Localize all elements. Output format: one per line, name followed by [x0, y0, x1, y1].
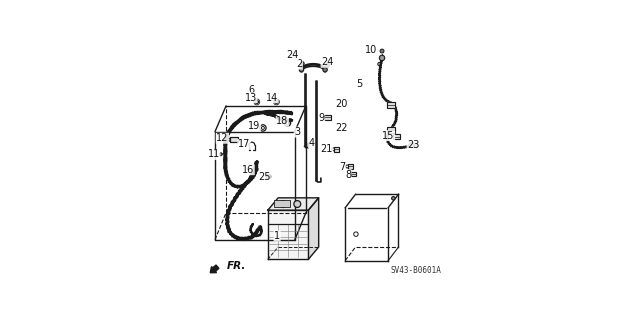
Circle shape	[380, 55, 385, 61]
Text: 15: 15	[382, 130, 395, 141]
Circle shape	[409, 143, 414, 148]
Polygon shape	[394, 134, 400, 139]
Text: 11: 11	[207, 150, 220, 160]
Text: 8: 8	[345, 170, 351, 180]
Text: 24: 24	[286, 50, 298, 60]
Text: 7: 7	[339, 162, 346, 172]
Polygon shape	[308, 198, 319, 259]
Circle shape	[300, 62, 304, 65]
Bar	[230, 137, 238, 142]
Polygon shape	[268, 210, 308, 259]
Polygon shape	[324, 115, 331, 120]
Text: 20: 20	[335, 99, 348, 108]
Polygon shape	[334, 147, 339, 152]
Text: 19: 19	[248, 121, 260, 131]
Text: 6: 6	[248, 85, 255, 95]
Circle shape	[294, 201, 301, 207]
Text: 13: 13	[244, 93, 257, 103]
Circle shape	[380, 49, 384, 53]
Bar	[348, 164, 353, 169]
Bar	[230, 137, 238, 142]
Bar	[387, 127, 395, 133]
Text: 14: 14	[266, 93, 278, 103]
FancyArrow shape	[211, 265, 219, 273]
Circle shape	[255, 100, 259, 104]
Text: 18: 18	[276, 116, 289, 126]
Text: 5: 5	[356, 79, 363, 89]
Circle shape	[300, 68, 304, 72]
Bar	[334, 147, 339, 152]
Circle shape	[413, 144, 418, 148]
Bar	[324, 115, 331, 120]
Polygon shape	[351, 172, 356, 176]
Text: 24: 24	[321, 57, 333, 67]
Circle shape	[280, 201, 287, 207]
Text: 3: 3	[294, 127, 300, 137]
Bar	[394, 134, 400, 139]
Bar	[351, 172, 356, 176]
Text: 2: 2	[296, 59, 302, 69]
Circle shape	[326, 63, 330, 67]
Text: 22: 22	[335, 123, 348, 133]
Text: 9: 9	[319, 113, 324, 122]
Text: 10: 10	[365, 45, 378, 55]
Text: 1: 1	[274, 231, 280, 241]
Polygon shape	[387, 127, 395, 133]
Polygon shape	[268, 198, 319, 210]
Text: 25: 25	[258, 172, 270, 182]
Text: 23: 23	[407, 140, 419, 150]
Circle shape	[392, 197, 395, 200]
Polygon shape	[348, 164, 353, 169]
Text: SV43-B0601A: SV43-B0601A	[390, 266, 441, 275]
Circle shape	[219, 153, 222, 156]
Circle shape	[228, 138, 230, 141]
Text: 16: 16	[242, 165, 254, 175]
Text: 21: 21	[320, 144, 332, 154]
Text: FR.: FR.	[227, 261, 246, 271]
Text: 4: 4	[308, 138, 315, 148]
Text: 17: 17	[238, 139, 250, 149]
Circle shape	[275, 100, 278, 104]
Polygon shape	[387, 102, 395, 108]
Bar	[387, 102, 395, 108]
Text: 12: 12	[216, 133, 228, 143]
Bar	[274, 200, 290, 207]
Circle shape	[323, 68, 327, 72]
